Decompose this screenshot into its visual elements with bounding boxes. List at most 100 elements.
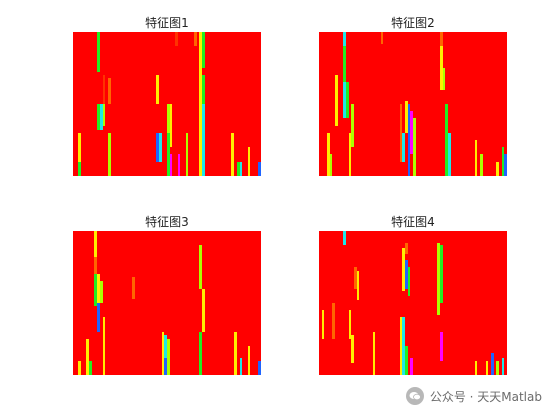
heat-cell-3-20 <box>89 360 92 375</box>
heat-cell-4-18 <box>410 357 413 375</box>
heat-cell-2-21 <box>447 132 451 176</box>
heat-cell-3-16 <box>164 357 167 375</box>
panel-title-4: 特征图4 <box>391 215 435 229</box>
heat-cell-4-8 <box>353 267 357 289</box>
heat-cell-2-8 <box>343 82 346 119</box>
heat-cell-1-12 <box>102 104 106 126</box>
heat-cell-2-4 <box>439 32 443 47</box>
panel-title-2: 特征图2 <box>391 16 435 30</box>
heat-cell-3-6 <box>99 281 103 303</box>
heat-cell-2-18 <box>445 104 448 176</box>
heat-cell-2-13 <box>404 101 408 133</box>
heat-cell-4-4 <box>439 245 443 303</box>
heat-cell-1-23 <box>231 132 235 176</box>
heat-cell-1-25 <box>78 161 82 176</box>
heat-cell-4-2 <box>404 242 408 255</box>
watermark-text: 公众号 · 天天Matlab <box>429 389 542 404</box>
heat-cell-3-9 <box>97 303 100 332</box>
heat-cell-3-12 <box>164 334 167 364</box>
heat-cell-3-22 <box>258 360 261 375</box>
heat-cell-1-16 <box>78 132 82 176</box>
heat-cell-1-8 <box>156 75 159 104</box>
heat-cell-2-19 <box>327 132 330 176</box>
heat-cell-1-2 <box>175 32 178 47</box>
heat-cell-1-29 <box>258 161 261 176</box>
heat-cell-4-9 <box>356 271 360 301</box>
heat-cell-1-14 <box>169 104 173 148</box>
heat-cell-1-10 <box>97 104 100 130</box>
heat-cell-2-25 <box>501 147 505 176</box>
heat-cell-4-10 <box>321 310 325 339</box>
heat-cell-1-28 <box>239 161 243 176</box>
heat-cell-2-14 <box>407 104 411 176</box>
feature-map-4 <box>319 231 507 375</box>
heat-cell-1-21 <box>169 154 173 176</box>
heat-cell-3-8 <box>201 288 205 332</box>
heat-cell-1-1 <box>97 32 100 73</box>
heat-cell-2-23 <box>480 154 483 176</box>
heat-cell-4-23 <box>496 360 499 375</box>
heat-cell-1-4 <box>199 32 202 176</box>
feature-map-2 <box>319 32 507 176</box>
heat-cell-1-7 <box>107 78 111 104</box>
heat-cell-4-17 <box>404 346 408 375</box>
heat-cell-2-15 <box>410 111 413 155</box>
heat-cell-3-11 <box>161 331 165 375</box>
heat-cell-2-26 <box>504 154 507 176</box>
heat-cell-4-19 <box>439 331 443 361</box>
heat-cell-3-3 <box>199 245 202 289</box>
wechat-icon <box>405 387 424 405</box>
heat-cell-1-13 <box>167 104 170 133</box>
heat-cell-3-5 <box>97 274 100 303</box>
heat-cell-3-7 <box>132 277 135 299</box>
heat-cell-4-1 <box>343 231 346 246</box>
panel-title-1: 特征图1 <box>145 16 189 30</box>
heat-cell-1-24 <box>247 147 251 176</box>
heat-cell-2-6 <box>442 68 446 90</box>
heat-cell-4-16 <box>402 317 405 375</box>
heat-cell-3-15 <box>86 339 90 375</box>
heat-cell-4-11 <box>332 303 336 339</box>
heat-cell-3-18 <box>247 346 251 375</box>
heat-cell-2-17 <box>413 118 416 176</box>
heat-cell-2-2 <box>343 46 346 83</box>
heat-cell-4-12 <box>348 310 352 339</box>
feature-map-1 <box>73 32 261 176</box>
heat-cell-2-3 <box>380 32 384 44</box>
heat-cell-3-19 <box>78 360 82 375</box>
heat-cell-2-16 <box>402 132 405 162</box>
feature-map-3 <box>73 231 261 375</box>
heat-cell-3-4 <box>94 274 98 306</box>
heat-cell-4-22 <box>490 353 494 375</box>
heat-cell-1-11 <box>99 104 103 130</box>
heat-cell-4-24 <box>501 357 505 375</box>
heat-cell-3-17 <box>234 331 237 375</box>
heat-cell-4-3 <box>437 242 440 315</box>
heat-cell-3-10 <box>102 317 106 375</box>
heat-cell-4-21 <box>485 360 489 375</box>
heat-cell-1-26 <box>177 154 181 176</box>
heat-cell-1-9 <box>201 75 205 107</box>
heat-cell-3-2 <box>94 256 98 275</box>
heat-cell-1-3 <box>193 32 197 47</box>
heat-cell-4-13 <box>351 334 354 364</box>
heat-cell-2-9 <box>345 82 349 119</box>
heat-cell-2-24 <box>496 161 499 176</box>
heat-cell-1-5 <box>201 32 205 68</box>
heat-cell-4-7 <box>407 267 411 296</box>
heat-cell-4-20 <box>474 360 478 375</box>
heat-cell-1-17 <box>107 132 111 176</box>
heat-cell-1-18 <box>156 132 159 162</box>
heat-cell-1-19 <box>158 132 162 162</box>
heat-cell-3-14 <box>199 331 202 375</box>
watermark: 公众号 · 天天Matlab <box>405 386 542 406</box>
heat-cell-1-27 <box>236 161 240 176</box>
heat-cell-2-20 <box>329 154 333 176</box>
heat-cell-2-7 <box>335 75 338 126</box>
heat-cell-1-6 <box>102 75 106 104</box>
heat-cell-4-15 <box>399 317 403 375</box>
panel-title-3: 特征图3 <box>145 215 189 229</box>
heat-cell-4-6 <box>404 259 408 289</box>
heat-cell-1-15 <box>201 104 205 176</box>
